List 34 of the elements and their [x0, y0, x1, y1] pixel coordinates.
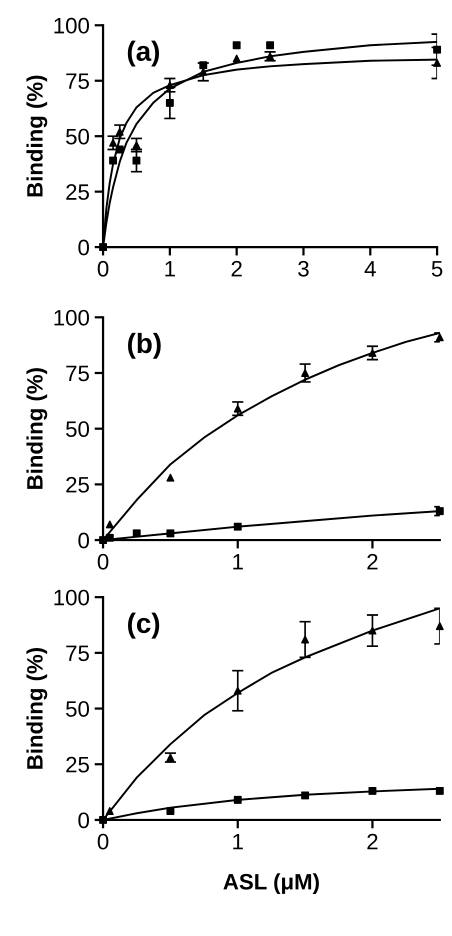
- y-tick-label: 75: [66, 73, 89, 89]
- y-axis-title: Binding (%): [26, 648, 48, 769]
- y-tick-label: 25: [66, 756, 89, 773]
- x-tick-label: 2: [367, 834, 378, 850]
- y-tick-label: 100: [54, 590, 89, 606]
- y-tick-label: 75: [66, 646, 89, 662]
- annotation: (c): [128, 612, 160, 639]
- x-tick-label: 0: [98, 834, 108, 850]
- y-tick-label: 0: [78, 812, 89, 828]
- annotation: (b): [128, 332, 161, 359]
- x-tick-label: 4: [364, 261, 376, 276]
- y-tick-label: 50: [66, 701, 89, 717]
- annotation: (a): [128, 40, 160, 67]
- y-tick-label: 0: [78, 532, 89, 548]
- y-tick-label: 50: [66, 421, 89, 437]
- y-tick-label: 0: [78, 240, 89, 256]
- y-tick-label: 25: [66, 184, 89, 200]
- y-tick-label: 100: [54, 18, 89, 34]
- y-tick-label: 50: [66, 128, 89, 144]
- x-tick-label: 2: [232, 260, 242, 276]
- y-axis-title: Binding (%): [26, 76, 48, 196]
- x-tick-label: 1: [233, 834, 243, 850]
- x-tick-label: 3: [298, 260, 309, 277]
- y-tick-label: 75: [66, 366, 89, 382]
- x-tick-label: 5: [432, 261, 442, 277]
- x-tick-label: 1: [165, 261, 175, 276]
- x-axis-title: ASL (μM): [223, 873, 319, 894]
- y-tick-label: 25: [66, 476, 89, 493]
- y-axis-title: Binding (%): [26, 368, 48, 489]
- x-tick-label: 2: [367, 554, 378, 570]
- y-tick-label: 100: [54, 310, 89, 326]
- x-tick-label: 0: [98, 554, 108, 570]
- x-tick-label: 1: [233, 554, 243, 570]
- x-tick-label: 0: [98, 260, 108, 277]
